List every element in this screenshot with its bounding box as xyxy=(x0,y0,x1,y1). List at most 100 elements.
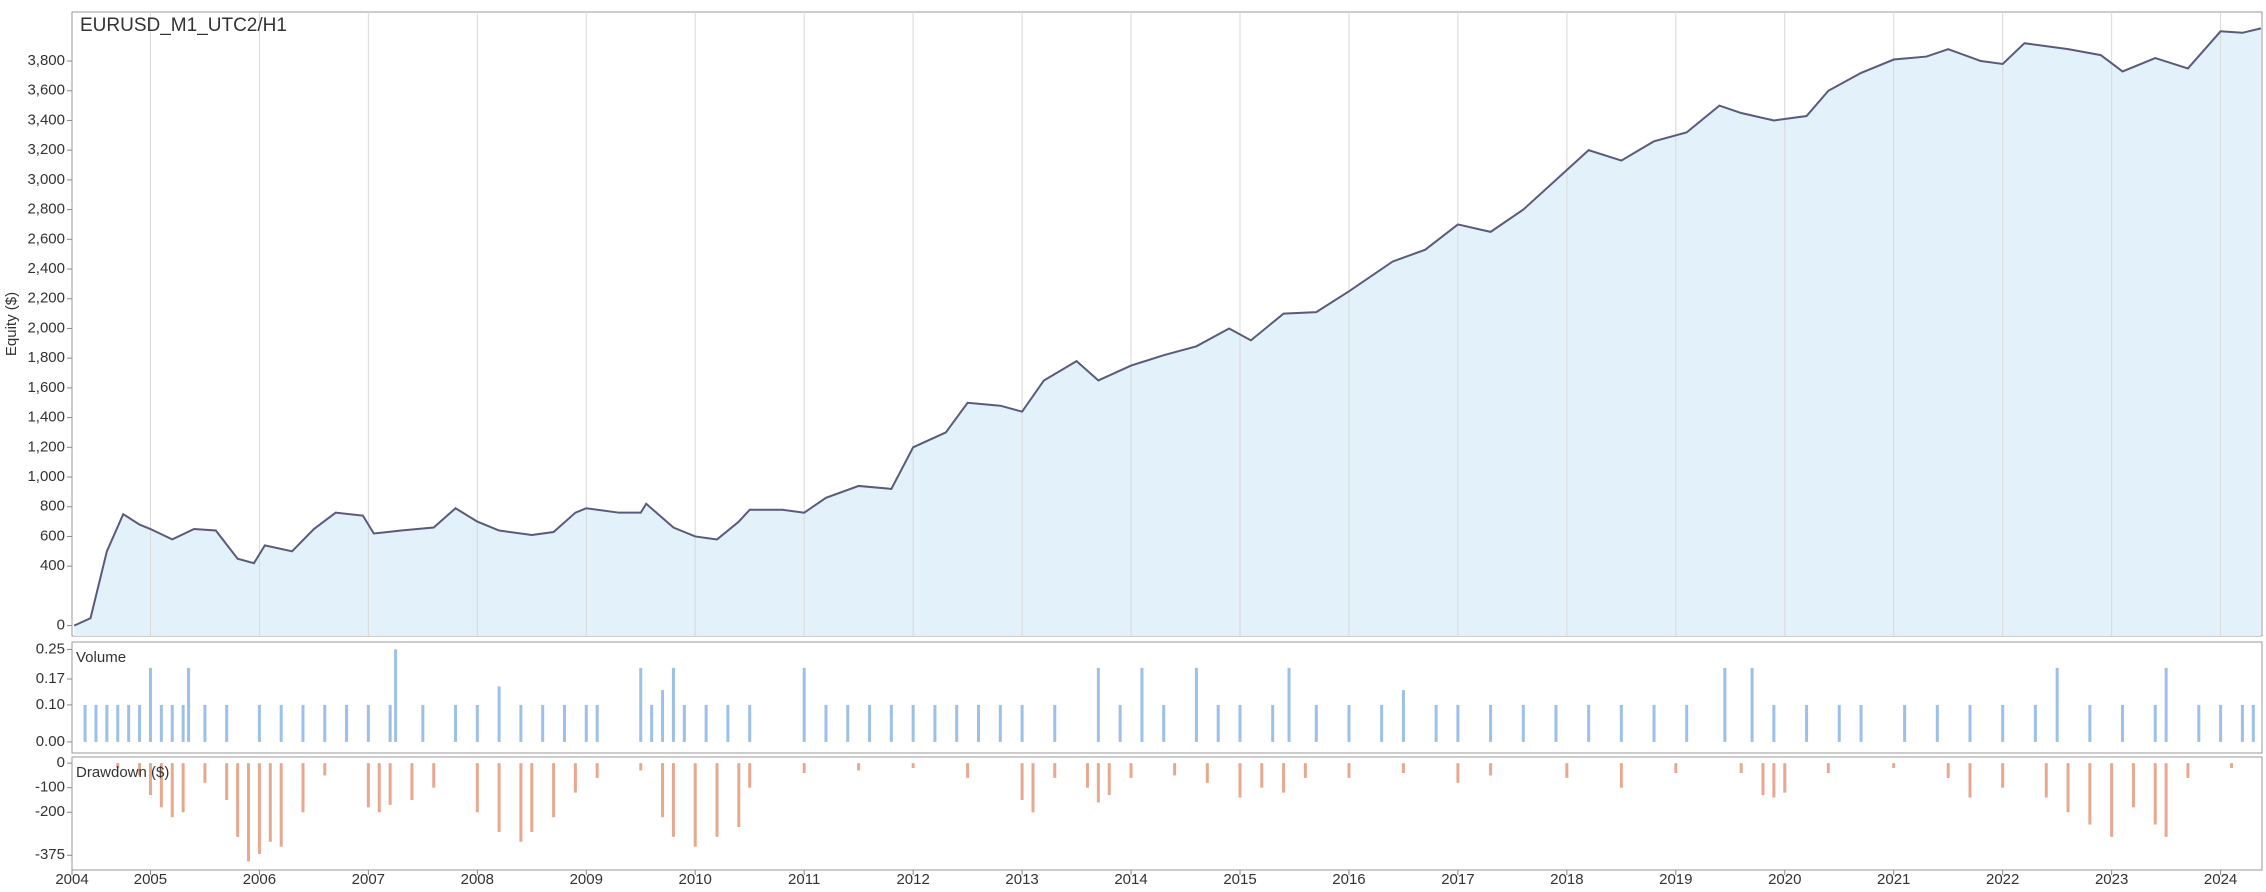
drawdown-bar xyxy=(2186,763,2190,778)
drawdown-bar xyxy=(1173,763,1177,776)
equity-line xyxy=(73,27,2262,627)
volume-bar xyxy=(2164,667,2168,742)
x-tick-label: 2021 xyxy=(1877,871,1910,888)
x-tick-label: 2004 xyxy=(55,871,88,888)
volume-bar xyxy=(454,704,458,742)
volume-bar xyxy=(748,704,752,742)
drawdown-bar xyxy=(268,763,272,842)
drawdown-bar xyxy=(432,763,436,788)
drawdown-bar xyxy=(2066,763,2070,813)
volume-bar xyxy=(1521,704,1525,742)
drawdown-bar xyxy=(1347,763,1351,778)
volume-bar xyxy=(148,667,152,742)
drawdown-bar xyxy=(377,763,381,813)
x-tick-label: 2017 xyxy=(1441,871,1474,888)
volume-bar xyxy=(2219,704,2223,742)
volume-bar xyxy=(1380,704,1384,742)
y-tick-label: 3,400 xyxy=(27,111,65,128)
drawdown-bar xyxy=(170,763,174,818)
volume-bar xyxy=(1118,704,1122,742)
y-tick-label: -100 xyxy=(35,779,65,796)
y-tick-label: 1,600 xyxy=(27,379,65,396)
volume-bar xyxy=(1401,690,1405,742)
volume-bar xyxy=(1935,704,1939,742)
x-tick-label: 2008 xyxy=(461,871,494,888)
volume-bar xyxy=(1968,704,1972,742)
volume-bar xyxy=(2001,704,2005,742)
y-tick-label: 1,400 xyxy=(27,409,65,426)
drawdown-bar xyxy=(2164,763,2168,837)
drawdown-bar xyxy=(857,763,861,771)
y-tick-label: 800 xyxy=(40,498,65,515)
drawdown-bar xyxy=(1619,763,1623,788)
drawdown-bar xyxy=(748,763,752,788)
volume-bar xyxy=(159,704,163,742)
volume-bar xyxy=(639,667,643,742)
x-tick-label: 2010 xyxy=(679,871,712,888)
drawdown-bar xyxy=(1783,763,1787,793)
drawdown-bar xyxy=(1826,763,1830,773)
volume-bar xyxy=(1238,704,1242,742)
drawdown-bar xyxy=(671,763,675,837)
volume-bar xyxy=(1271,704,1275,742)
volume-bar xyxy=(127,704,131,742)
panel-title: Volume xyxy=(76,649,126,666)
volume-bar xyxy=(1489,704,1493,742)
drawdown-bar xyxy=(1205,763,1209,783)
volume-bar xyxy=(257,704,261,742)
volume-bar xyxy=(846,704,850,742)
drawdown-bar xyxy=(2131,763,2135,808)
volume-bar xyxy=(1685,704,1689,742)
volume-bar xyxy=(2033,704,2037,742)
y-tick-label: 1,200 xyxy=(27,438,65,455)
volume-bar xyxy=(682,704,686,742)
volume-bar xyxy=(824,704,828,742)
volume-bar xyxy=(704,704,708,742)
volume-bar xyxy=(584,704,588,742)
y-tick-label: 3,200 xyxy=(27,141,65,158)
drawdown-bar xyxy=(323,763,327,776)
drawdown-bar xyxy=(1456,763,1460,783)
drawdown-bar xyxy=(693,763,697,847)
volume-bar xyxy=(562,704,566,742)
drawdown-bar xyxy=(1096,763,1100,803)
drawdown-bar xyxy=(1238,763,1242,798)
volume-bar xyxy=(1140,667,1144,742)
y-tick-label: 2,000 xyxy=(27,319,65,336)
volume-bar xyxy=(421,704,425,742)
y-tick-label: 400 xyxy=(40,557,65,574)
volume-bar xyxy=(2240,704,2244,742)
drawdown-bar xyxy=(1020,763,1024,800)
volume-bar xyxy=(323,704,327,742)
drawdown-bar xyxy=(1107,763,1111,796)
volume-bar xyxy=(105,704,109,742)
drawdown-bar xyxy=(1739,763,1743,773)
volume-bar xyxy=(2197,704,2201,742)
volume-bar xyxy=(1805,704,1809,742)
drawdown-bar xyxy=(737,763,741,828)
volume-bar xyxy=(279,704,283,742)
x-tick-label: 2013 xyxy=(1005,871,1038,888)
panel-frame xyxy=(71,756,2263,871)
drawdown-bar xyxy=(257,763,261,855)
volume-bar xyxy=(1652,704,1656,742)
volume-bar xyxy=(83,704,87,742)
drawdown-bar xyxy=(802,763,806,773)
volume-bar xyxy=(203,704,207,742)
volume-bar xyxy=(998,704,1002,742)
x-tick-label: 2016 xyxy=(1332,871,1365,888)
volume-bar xyxy=(868,704,872,742)
drawdown-bar xyxy=(1968,763,1972,798)
y-tick-label: 600 xyxy=(40,527,65,544)
y-tick-label: -375 xyxy=(35,846,65,863)
x-tick-label: 2018 xyxy=(1550,871,1583,888)
drawdown-bar xyxy=(1085,763,1089,788)
volume-bar xyxy=(1772,704,1776,742)
volume-bar xyxy=(726,704,730,742)
drawdown-bar xyxy=(1761,763,1765,796)
volume-bar xyxy=(889,704,893,742)
drawdown-bar xyxy=(1053,763,1057,778)
y-tick-label: 1,000 xyxy=(27,468,65,485)
volume-bar xyxy=(541,704,545,742)
volume-bar xyxy=(1554,704,1558,742)
